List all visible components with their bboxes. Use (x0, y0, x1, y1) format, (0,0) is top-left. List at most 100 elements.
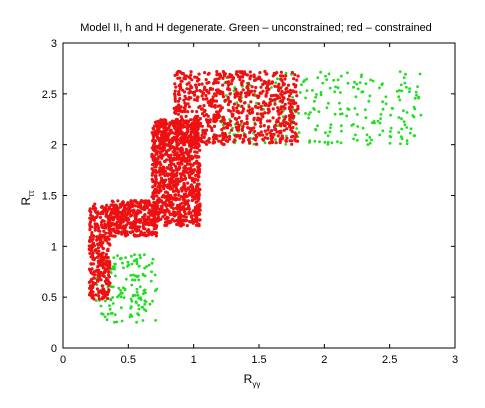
constrained-point (159, 142, 163, 146)
constrained-point (180, 135, 184, 139)
constrained-point (218, 134, 222, 138)
constrained-point (194, 223, 199, 227)
constrained-point (178, 97, 182, 101)
constrained-point (195, 88, 199, 93)
unconstrained-point (312, 107, 315, 110)
constrained-point (196, 206, 200, 211)
constrained-point (175, 173, 179, 177)
constrained-point (282, 96, 286, 100)
constrained-point (113, 203, 118, 207)
constrained-point (178, 172, 183, 176)
constrained-point (152, 214, 156, 218)
constrained-point (192, 168, 196, 172)
constrained-point (179, 176, 183, 180)
constrained-point (100, 264, 104, 268)
constrained-point (196, 141, 200, 145)
constrained-point (171, 131, 175, 135)
unconstrained-point (117, 286, 121, 290)
constrained-point (200, 112, 205, 116)
unconstrained-point (408, 87, 411, 90)
unconstrained-point (149, 279, 153, 283)
unconstrained-point (276, 77, 279, 80)
constrained-point (283, 77, 287, 81)
constrained-point (173, 82, 177, 86)
unconstrained-point (355, 113, 359, 116)
constrained-point (204, 118, 209, 122)
constrained-point (161, 133, 165, 137)
constrained-point (288, 139, 292, 143)
constrained-point (159, 217, 163, 221)
unconstrained-point (120, 319, 124, 323)
constrained-point (189, 70, 193, 74)
constrained-point (95, 287, 99, 291)
constrained-point (176, 99, 181, 103)
chart-title: Model II, h and H degenerate. Green – un… (80, 22, 432, 34)
constrained-point (278, 96, 282, 100)
constrained-point (277, 108, 281, 112)
constrained-point (103, 279, 107, 283)
constrained-point (268, 102, 272, 106)
constrained-point (152, 124, 157, 128)
unconstrained-point (381, 100, 384, 104)
constrained-point (168, 143, 172, 147)
unconstrained-point (113, 313, 117, 316)
constrained-point (257, 102, 261, 106)
constrained-point (200, 82, 204, 86)
unconstrained-point (389, 130, 392, 133)
constrained-point (276, 85, 280, 89)
constrained-point (178, 207, 182, 211)
constrained-point (169, 194, 173, 198)
constrained-point (228, 75, 233, 79)
unconstrained-point (138, 253, 142, 257)
constrained-point (245, 117, 249, 121)
constrained-point (216, 81, 220, 85)
constrained-point (268, 141, 272, 145)
constrained-point (165, 217, 169, 221)
constrained-point (159, 198, 163, 203)
constrained-point (268, 131, 272, 135)
constrained-point (259, 85, 263, 89)
constrained-point (106, 247, 110, 251)
constrained-point (251, 93, 255, 97)
unconstrained-point (304, 96, 307, 100)
constrained-point (212, 137, 216, 141)
unconstrained-point (123, 287, 127, 291)
constrained-point (190, 198, 194, 203)
unconstrained-point (399, 135, 403, 139)
constrained-point (138, 209, 142, 213)
constrained-point (163, 173, 167, 178)
constrained-point (177, 90, 181, 94)
unconstrained-point (333, 112, 337, 116)
unconstrained-point (400, 127, 404, 131)
constrained-point (187, 150, 191, 154)
constrained-point (282, 82, 286, 86)
constrained-point (295, 107, 299, 112)
unconstrained-point (114, 262, 117, 266)
constrained-point (92, 218, 96, 222)
constrained-point (287, 94, 291, 98)
constrained-point (179, 79, 183, 83)
constrained-point (260, 107, 264, 111)
unconstrained-point (281, 115, 285, 119)
constrained-point (109, 212, 113, 216)
constrained-point (184, 169, 188, 173)
unconstrained-point (129, 306, 133, 310)
constrained-point (275, 130, 279, 134)
constrained-point (199, 139, 203, 143)
unconstrained-point (369, 78, 372, 82)
constrained-point (187, 173, 191, 178)
constrained-point (275, 71, 279, 75)
unconstrained-point (340, 129, 343, 133)
unconstrained-point (398, 98, 402, 102)
constrained-point (167, 172, 171, 176)
constrained-point (235, 106, 239, 110)
constrained-point (93, 202, 97, 206)
constrained-point (273, 98, 277, 102)
unconstrained-point (121, 261, 124, 265)
constrained-point (197, 105, 201, 109)
constrained-point (194, 173, 198, 178)
constrained-point (173, 193, 177, 197)
constrained-point (173, 89, 177, 93)
constrained-point (190, 154, 194, 158)
constrained-point (95, 224, 99, 228)
